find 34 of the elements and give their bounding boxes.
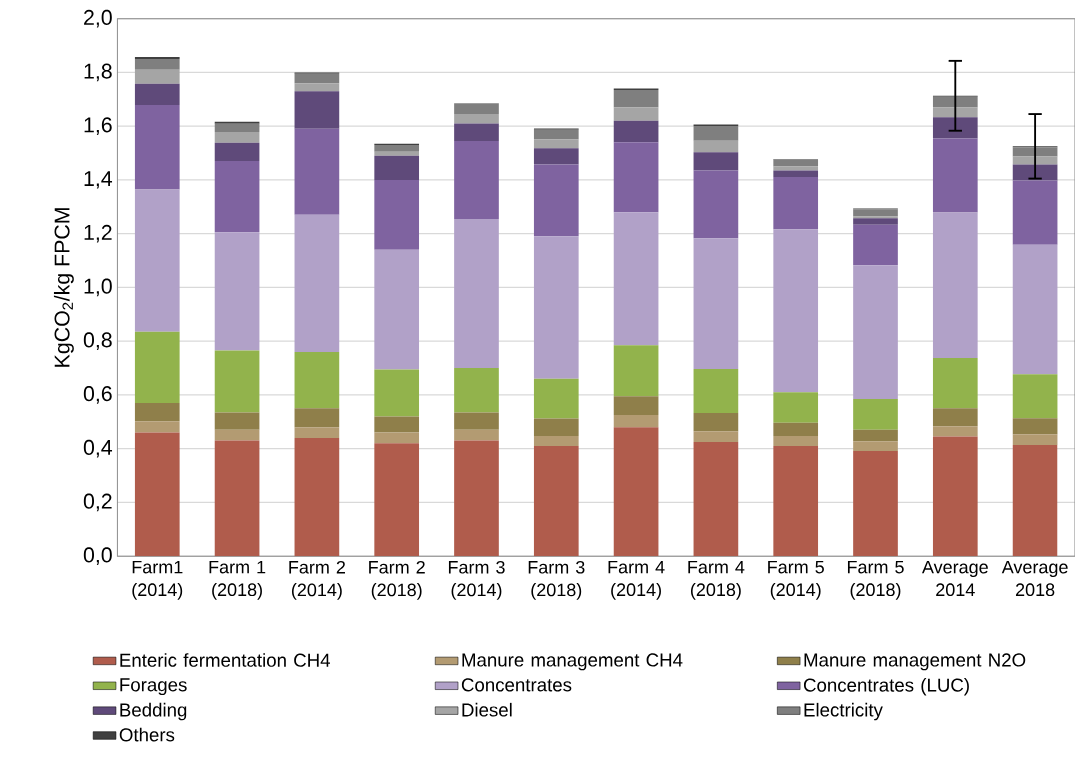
legend-label: Diesel — [462, 703, 512, 717]
y-tick-label: 1,4 — [84, 171, 113, 189]
legend-label: Concentrates — [461, 678, 572, 692]
y-tick-label: 2,0 — [84, 10, 112, 28]
y-tick-label: 1,6 — [84, 117, 112, 136]
x-tick-label: Farm 2 (2014) — [289, 561, 345, 601]
legend-label: Enteric fermentation CH4 — [120, 653, 330, 668]
legend-label: Forages — [120, 678, 187, 696]
x-tick-label: Farm 2 (2018) — [369, 561, 425, 601]
y-tick-label: 0,4 — [83, 440, 113, 458]
x-tick-label: Farm 4 (2018) — [688, 561, 745, 600]
legend-label: Electricity — [804, 703, 883, 721]
y-tick-label: 0,0 — [83, 547, 112, 566]
y-tick-label: 1,2 — [84, 225, 112, 243]
x-tick-label: Farm 3 (2014) — [448, 561, 505, 601]
x-tick-label: Farm 3 (2018) — [528, 561, 585, 601]
legend-label: Manure management CH4 — [462, 653, 683, 671]
x-tick-label: Farm 5 (2018) — [847, 561, 904, 600]
legend-label: Bedding — [120, 703, 187, 721]
x-tick-label: Farm1 (2014) — [132, 561, 183, 600]
legend-label: Concentrates (LUC) — [803, 678, 969, 696]
x-tick-label: Farm 1 (2018) — [209, 561, 266, 600]
x-tick-label: Farm 5 (2014) — [768, 561, 824, 600]
y-tick-label: 1,8 — [84, 63, 112, 82]
y-tick-label: 0,8 — [83, 332, 112, 351]
y-axis-title: KgCO$_{2}$/kg FPCM — [53, 208, 74, 367]
y-tick-label: 1,0 — [84, 278, 112, 297]
x-tick-label: Farm 4 (2014) — [608, 561, 665, 600]
y-tick-label: 0,2 — [83, 493, 112, 512]
x-tick-label: Average 2018 — [1001, 561, 1068, 597]
x-tick-label: Average 2014 — [921, 561, 988, 597]
legend-label: Others — [119, 727, 175, 742]
legend-label: Manure management N2O — [804, 653, 1026, 671]
y-tick-label: 0,6 — [83, 386, 112, 404]
